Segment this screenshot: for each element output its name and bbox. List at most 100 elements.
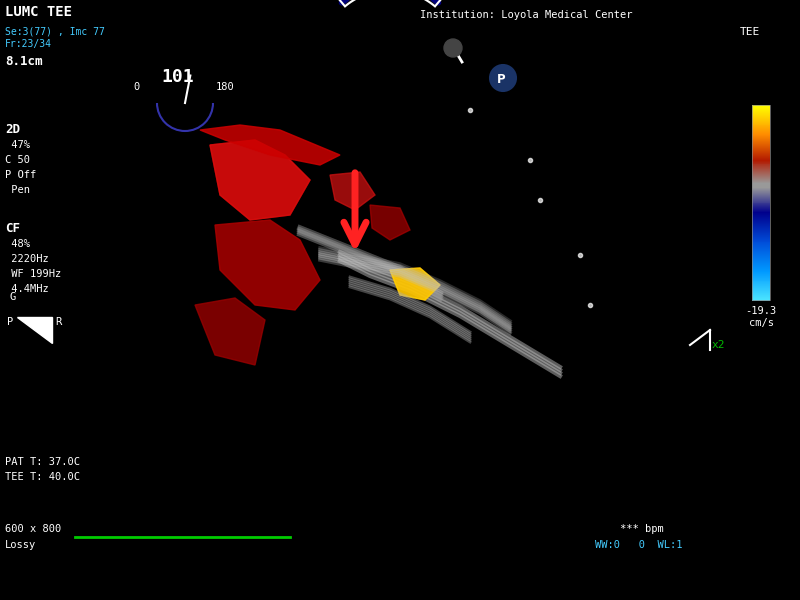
Bar [752,223,770,224]
Bar [752,250,770,252]
Bar [752,222,770,223]
Bar [752,169,770,171]
Circle shape [444,39,462,57]
Bar [752,238,770,239]
Bar [752,205,770,206]
Bar [752,149,770,151]
Bar [752,161,770,163]
Polygon shape [88,0,692,7]
Text: TEE T: 40.0C: TEE T: 40.0C [5,472,80,482]
Bar [752,181,770,182]
Bar [752,290,770,292]
Text: 48%: 48% [5,239,30,249]
Bar [752,293,770,295]
Text: -19.3: -19.3 [746,306,777,316]
Bar [752,250,770,251]
Bar [752,124,770,126]
Bar [752,244,770,246]
Bar [752,209,770,211]
Bar [752,151,770,152]
Text: 2D: 2D [5,123,20,136]
Bar [752,268,770,269]
Bar [752,141,770,143]
Bar [752,143,770,145]
Bar [752,157,770,158]
Bar [752,196,770,197]
Bar [752,212,770,214]
Bar [752,194,770,196]
Bar [752,140,770,142]
Bar [752,260,770,262]
Text: 8.1cm: 8.1cm [5,55,42,68]
Bar [752,108,770,109]
Polygon shape [195,298,265,365]
Bar [752,132,770,134]
Bar [752,202,770,203]
Bar [752,252,770,254]
Bar [752,148,770,149]
Bar [752,127,770,129]
Bar [752,295,770,296]
Bar [752,215,770,217]
Bar [752,286,770,287]
Bar [752,158,770,159]
Bar [752,202,770,204]
Bar [752,206,770,208]
Bar [752,107,770,109]
Bar [752,211,770,213]
Text: *** bpm: *** bpm [620,524,664,534]
Bar [752,122,770,123]
Polygon shape [330,172,375,210]
Text: 0: 0 [133,82,139,92]
Bar [752,232,770,233]
Bar [752,197,770,199]
Bar [752,187,770,188]
Bar [752,247,770,249]
Bar [752,164,770,166]
Bar [752,258,770,260]
Bar [752,219,770,221]
Bar [752,241,770,243]
Bar [752,124,770,125]
Bar [752,263,770,265]
Bar [752,296,770,298]
Bar [752,271,770,272]
Bar [752,110,770,112]
Bar [752,248,770,250]
Bar [752,109,770,110]
Bar [752,272,770,274]
Bar [752,105,770,106]
Bar [752,277,770,278]
Bar [752,203,770,205]
Polygon shape [200,125,340,165]
Bar [752,244,770,245]
Bar [752,254,770,256]
Bar [752,111,770,112]
Bar [752,190,770,191]
Bar [752,133,770,135]
Text: C 50: C 50 [5,155,30,165]
Text: P: P [23,331,28,340]
Bar [752,170,770,172]
Text: P Off: P Off [5,170,36,180]
Bar [752,298,770,299]
Text: x2: x2 [712,340,726,350]
Bar [752,275,770,277]
Bar [752,218,770,220]
Bar [752,119,770,120]
Bar [752,169,770,170]
Bar [752,130,770,131]
Bar [752,153,770,154]
Bar [752,185,770,187]
Text: 47%: 47% [5,140,30,150]
Bar [752,242,770,244]
Bar [752,241,770,242]
Bar [752,286,770,288]
Bar [752,274,770,275]
Polygon shape [390,268,440,300]
Bar [752,255,770,257]
Bar [752,228,770,229]
Bar [752,230,770,231]
Bar [752,155,770,156]
Bar [752,183,770,184]
